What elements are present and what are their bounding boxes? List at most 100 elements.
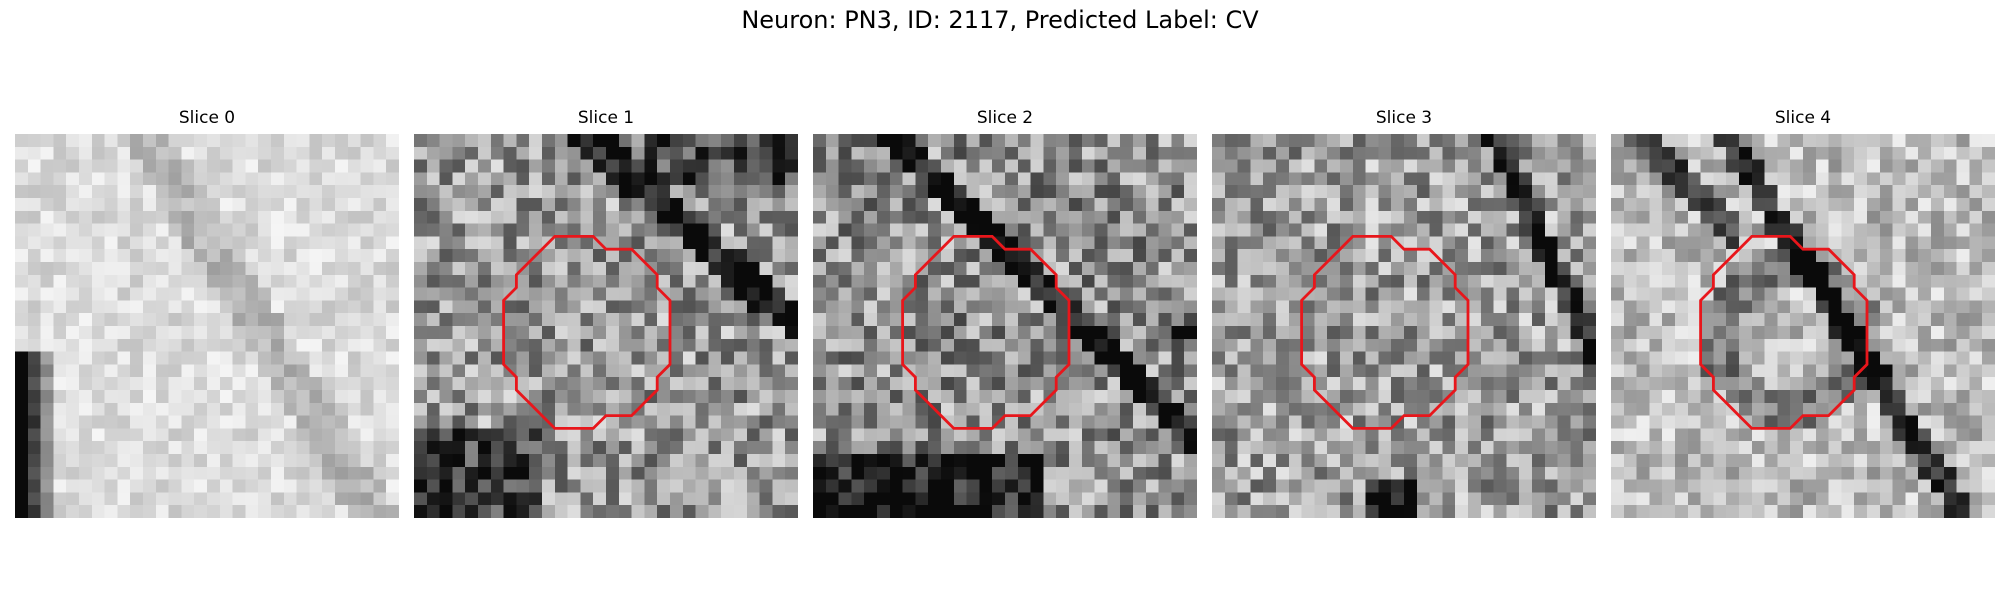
image-pixel xyxy=(414,172,428,186)
image-pixel xyxy=(373,351,387,365)
image-pixel xyxy=(593,364,607,378)
image-pixel xyxy=(1442,300,1456,314)
image-pixel xyxy=(567,351,581,365)
image-pixel xyxy=(1892,262,1906,276)
image-pixel xyxy=(258,223,272,237)
image-pixel xyxy=(529,390,543,404)
image-pixel xyxy=(889,223,903,237)
image-pixel xyxy=(207,364,221,378)
image-pixel xyxy=(1506,236,1520,250)
image-pixel xyxy=(1879,364,1893,378)
image-pixel xyxy=(1250,274,1264,288)
image-pixel xyxy=(40,505,54,518)
image-pixel xyxy=(1224,466,1238,480)
image-pixel xyxy=(478,249,492,263)
image-pixel xyxy=(271,326,285,340)
image-pixel xyxy=(1583,390,1596,404)
image-pixel xyxy=(1931,146,1945,160)
image-pixel xyxy=(1879,415,1893,429)
image-pixel xyxy=(27,262,41,276)
image-pixel xyxy=(1442,402,1456,416)
image-pixel xyxy=(104,210,118,224)
image-pixel xyxy=(1854,326,1868,340)
image-pixel xyxy=(1532,172,1546,186)
image-pixel xyxy=(542,300,556,314)
image-pixel xyxy=(117,313,131,327)
image-pixel xyxy=(439,441,453,455)
image-pixel xyxy=(966,351,980,365)
image-pixel xyxy=(347,262,361,276)
image-pixel xyxy=(168,454,182,468)
image-pixel xyxy=(1675,338,1689,352)
image-pixel xyxy=(245,236,259,250)
image-pixel xyxy=(1726,377,1740,391)
image-pixel xyxy=(1623,492,1637,506)
image-pixel xyxy=(966,159,980,173)
image-pixel xyxy=(1468,441,1482,455)
image-pixel xyxy=(1171,300,1185,314)
image-pixel xyxy=(606,313,620,327)
image-pixel xyxy=(1764,262,1778,276)
image-pixel xyxy=(219,159,233,173)
image-pixel xyxy=(516,428,530,442)
image-pixel xyxy=(1905,146,1919,160)
image-pixel xyxy=(1017,326,1031,340)
image-pixel xyxy=(1570,351,1584,365)
image-pixel xyxy=(309,172,323,186)
image-pixel xyxy=(478,172,492,186)
image-pixel xyxy=(465,492,479,506)
image-pixel xyxy=(554,454,568,468)
image-pixel xyxy=(1069,492,1083,506)
image-pixel xyxy=(1636,287,1650,301)
image-pixel xyxy=(1790,223,1804,237)
image-pixel xyxy=(478,441,492,455)
image-pixel xyxy=(373,262,387,276)
image-pixel xyxy=(670,262,684,276)
image-pixel xyxy=(1250,236,1264,250)
image-pixel xyxy=(657,466,671,480)
image-pixel xyxy=(414,479,428,493)
image-pixel xyxy=(309,134,323,148)
image-pixel xyxy=(1250,466,1264,480)
image-pixel xyxy=(1276,134,1290,148)
image-pixel xyxy=(117,134,131,148)
image-pixel xyxy=(1583,326,1596,340)
image-pixel xyxy=(1352,479,1366,493)
image-pixel xyxy=(1237,146,1251,160)
image-pixel xyxy=(360,505,374,518)
image-pixel xyxy=(143,402,157,416)
image-pixel xyxy=(143,466,157,480)
image-pixel xyxy=(1442,274,1456,288)
image-pixel xyxy=(1700,249,1714,263)
image-pixel xyxy=(40,466,54,480)
image-pixel xyxy=(386,326,399,340)
image-pixel xyxy=(1943,492,1957,506)
image-pixel xyxy=(721,492,735,506)
image-pixel xyxy=(813,454,827,468)
image-pixel xyxy=(1879,300,1893,314)
image-pixel xyxy=(1841,415,1855,429)
image-pixel xyxy=(1276,428,1290,442)
image-pixel xyxy=(1828,146,1842,160)
image-pixel xyxy=(1429,377,1443,391)
image-pixel xyxy=(439,185,453,199)
image-pixel xyxy=(1404,210,1418,224)
image-pixel xyxy=(1700,415,1714,429)
image-pixel xyxy=(785,338,798,352)
image-pixel xyxy=(1815,249,1829,263)
image-pixel xyxy=(258,454,272,468)
image-pixel xyxy=(373,172,387,186)
image-pixel xyxy=(414,351,428,365)
image-pixel xyxy=(1056,454,1070,468)
image-pixel xyxy=(1675,428,1689,442)
image-pixel xyxy=(1224,146,1238,160)
image-pixel xyxy=(979,377,993,391)
image-pixel xyxy=(258,210,272,224)
image-pixel xyxy=(1867,287,1881,301)
image-pixel xyxy=(1751,364,1765,378)
image-pixel xyxy=(1276,236,1290,250)
image-pixel xyxy=(1854,441,1868,455)
image-pixel xyxy=(503,377,517,391)
image-pixel xyxy=(1777,287,1791,301)
image-pixel xyxy=(232,172,246,186)
